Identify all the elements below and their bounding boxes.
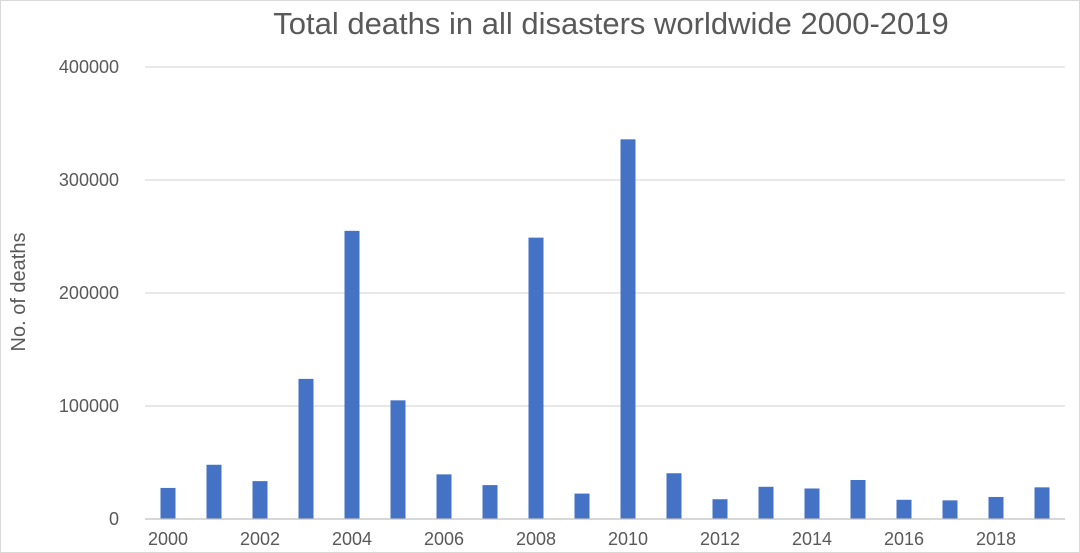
bar-2013 xyxy=(758,486,774,519)
bar-2010 xyxy=(620,139,636,519)
x-tick-label: 2012 xyxy=(700,529,740,549)
y-tick-label: 0 xyxy=(109,509,119,529)
bar-2008 xyxy=(528,237,544,519)
bar-2004 xyxy=(344,230,360,519)
chart-title: Total deaths in all disasters worldwide … xyxy=(273,6,949,41)
x-tick-label: 2018 xyxy=(976,529,1016,549)
gridlines xyxy=(145,66,1065,407)
x-tick-label: 2006 xyxy=(424,529,464,549)
y-tick-label: 200000 xyxy=(59,283,119,303)
bars xyxy=(160,139,1050,519)
y-tick-labels: 0 100000 200000 300000 400000 xyxy=(59,57,119,529)
bar-2001 xyxy=(206,464,222,519)
y-tick-label: 300000 xyxy=(59,170,119,190)
bar-2011 xyxy=(666,473,682,519)
x-tick-label: 2010 xyxy=(608,529,648,549)
x-tick-labels: 2000 2002 2004 2006 2008 2010 2012 2014 2016 2018 xyxy=(148,529,1016,549)
bar-2005 xyxy=(390,400,406,519)
y-tick-label: 100000 xyxy=(59,396,119,416)
bar-2015 xyxy=(850,480,866,519)
bar-2002 xyxy=(252,481,268,519)
x-tick-label: 2004 xyxy=(332,529,372,549)
bar-2016 xyxy=(896,499,912,519)
y-axis-label: No. of deaths xyxy=(8,233,30,352)
x-tick-label: 2016 xyxy=(884,529,924,549)
x-tick-label: 2008 xyxy=(516,529,556,549)
bar-2000 xyxy=(160,487,176,519)
y-tick-label: 400000 xyxy=(59,57,119,77)
bar-2014 xyxy=(804,488,820,519)
bar-2007 xyxy=(482,485,498,519)
x-tick-label: 2002 xyxy=(240,529,280,549)
bar-2017 xyxy=(942,500,958,519)
bar-2019 xyxy=(1034,487,1050,519)
bar-2018 xyxy=(988,496,1004,519)
bar-2003 xyxy=(298,378,314,519)
bar-2006 xyxy=(436,474,452,519)
x-tick-label: 2000 xyxy=(148,529,188,549)
x-tick-label: 2014 xyxy=(792,529,832,549)
bar-2012 xyxy=(712,499,728,519)
bar-2009 xyxy=(574,493,590,519)
